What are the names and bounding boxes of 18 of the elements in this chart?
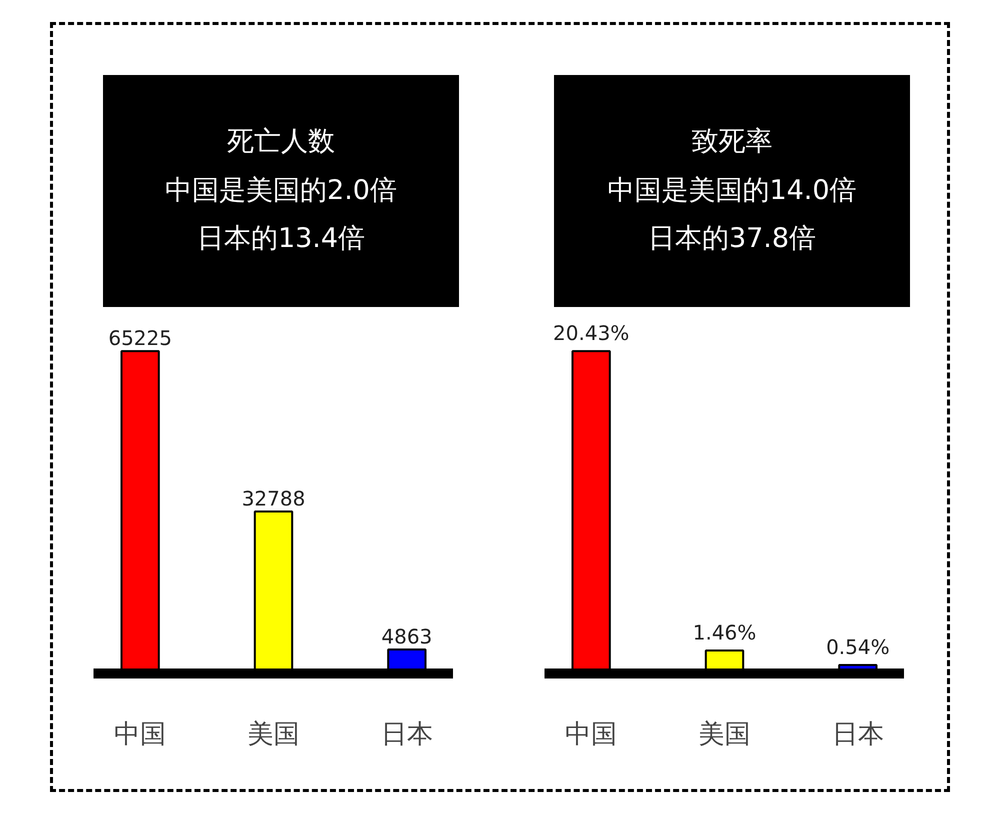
x-tick-label: 日本 [832, 720, 884, 750]
text: 中国是美国的2.0倍 [164, 174, 398, 208]
data-label: 32788 [242, 486, 306, 510]
chart-title: 死亡人数 [226, 125, 336, 160]
text: 中国是美国的14.0倍 [606, 174, 858, 208]
x-tick-label: 中国 [114, 720, 166, 750]
x-tick-label: 美国 [698, 720, 750, 750]
data-label: 65225 [108, 326, 172, 350]
text: 日本的37.8倍 [646, 222, 818, 256]
data-label: 1.46% [692, 620, 756, 644]
chart-title: 致死率 [690, 125, 774, 160]
data-label: 0.54% [826, 634, 890, 659]
x-tick-label: 中国 [565, 720, 618, 750]
x-tick-label: 日本 [380, 720, 433, 750]
text: 日本的13.4倍 [196, 222, 366, 256]
data-label: 20.43% [553, 321, 630, 346]
data-label: 4863 [381, 624, 432, 648]
x-tick-label: 美国 [248, 720, 300, 750]
